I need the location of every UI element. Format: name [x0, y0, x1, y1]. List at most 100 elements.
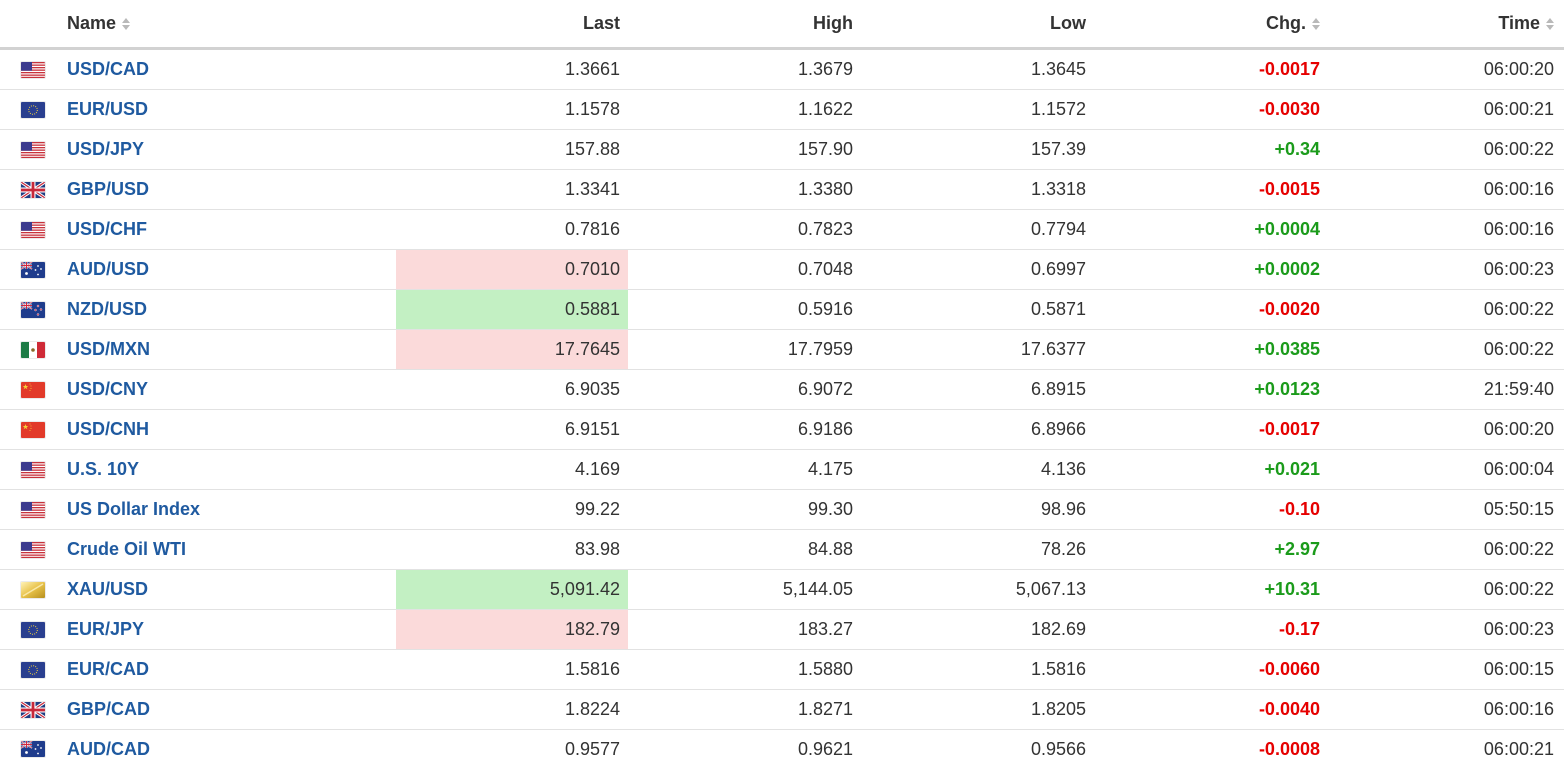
last-cell: 0.5881: [396, 289, 628, 330]
change-cell: -0.0040: [1094, 689, 1328, 730]
flag-cell: [0, 489, 50, 530]
change-cell: -0.0030: [1094, 89, 1328, 130]
instrument-link[interactable]: EUR/CAD: [67, 659, 150, 679]
table-row: US Dollar Index 99.22 99.30 98.96 -0.10 05:50…: [0, 489, 1564, 530]
us-flag-icon: [21, 501, 45, 518]
table-row: USD/CNH 6.9151 6.9186 6.8966 -0.0017 06:00:20: [0, 409, 1564, 450]
low-cell: 182.69: [861, 609, 1094, 650]
instrument-link[interactable]: AUD/USD: [67, 259, 150, 279]
flag-cell: [0, 649, 50, 690]
au-flag-icon: [21, 261, 45, 278]
high-cell: 1.1622: [628, 89, 861, 130]
name-cell: USD/CNY: [50, 369, 396, 410]
change-cell: +0.021: [1094, 449, 1328, 490]
high-cell: 4.175: [628, 449, 861, 490]
instrument-link[interactable]: EUR/USD: [67, 99, 149, 119]
change-cell: +2.97: [1094, 529, 1328, 570]
instrument-link[interactable]: USD/CNY: [67, 379, 149, 399]
cn-flag-icon: [21, 421, 45, 438]
flag-cell: [0, 369, 50, 410]
instrument-link[interactable]: USD/JPY: [67, 139, 145, 159]
flag-cell: [0, 529, 50, 570]
high-cell: 0.9621: [797, 738, 853, 759]
header-chg[interactable]: Chg.: [1094, 0, 1328, 50]
header-high-label: High: [813, 13, 853, 33]
instrument-link[interactable]: U.S. 10Y: [67, 459, 140, 479]
time-cell: 06:00:15: [1328, 649, 1564, 690]
eu-flag-icon: [21, 661, 45, 678]
cn-flag-icon: [21, 381, 45, 398]
name-cell: EUR/CAD: [50, 649, 396, 690]
instrument-link[interactable]: GBP/CAD: [67, 699, 151, 719]
change-cell: -0.0020: [1094, 289, 1328, 330]
last-cell: 1.3661: [396, 48, 628, 90]
instrument-link[interactable]: GBP/USD: [67, 179, 150, 199]
flag-cell: [0, 689, 50, 730]
change-cell: -0.10: [1094, 489, 1328, 530]
time-cell: 06:00:22: [1328, 329, 1564, 370]
high-cell: 1.5880: [628, 649, 861, 690]
name-cell: USD/CNH: [50, 409, 396, 450]
high-cell: 99.30: [628, 489, 861, 530]
mx-flag-icon: [21, 341, 45, 358]
table-row: USD/CAD 1.3661 1.3679 1.3645 -0.0017 06:00:20: [0, 48, 1564, 90]
flag-cell: [0, 289, 50, 330]
time-cell: 06:00:22: [1328, 569, 1564, 610]
gold-icon: [21, 581, 45, 598]
uk-flag-icon: [21, 701, 45, 718]
table-row: USD/CNY 6.9035 6.9072 6.8915 +0.0123 21:59:40: [0, 369, 1564, 410]
flag-cell: [0, 730, 50, 769]
change-cell: +10.31: [1094, 569, 1328, 610]
nz-flag-icon: [21, 301, 45, 318]
last-cell: 6.9035: [396, 369, 628, 410]
time-cell: 06:00:16: [1328, 209, 1564, 250]
low-cell: 5,067.13: [861, 569, 1094, 610]
instrument-link[interactable]: Crude Oil WTI: [67, 539, 186, 559]
instrument-link[interactable]: USD/CNH: [67, 419, 150, 439]
time-cell: 06:00:22: [1328, 289, 1564, 330]
instrument-link[interactable]: USD/CAD: [67, 59, 150, 79]
low-cell: 0.6997: [861, 249, 1094, 290]
flag-cell: [0, 129, 50, 170]
last-cell: 5,091.42: [396, 569, 628, 610]
sort-icon[interactable]: [122, 17, 131, 31]
instrument-link[interactable]: USD/CHF: [67, 219, 147, 239]
us-flag-icon: [21, 141, 45, 158]
high-cell: 0.7048: [628, 249, 861, 290]
flag-cell: [0, 89, 50, 130]
time-cell: 05:50:15: [1328, 489, 1564, 530]
last-cell: 1.5816: [396, 649, 628, 690]
flag-cell: [0, 169, 50, 210]
instrument-link[interactable]: NZD/USD: [67, 299, 147, 319]
change-cell: +0.0002: [1094, 249, 1328, 290]
last-cell: 83.98: [396, 529, 628, 570]
instrument-link[interactable]: XAU/USD: [67, 579, 149, 599]
time-cell: 06:00:20: [1328, 409, 1564, 450]
low-cell: 1.1572: [861, 89, 1094, 130]
us-flag-icon: [21, 221, 45, 238]
flag-cell: [0, 449, 50, 490]
header-last-label: Last: [582, 13, 620, 33]
high-cell: 6.9072: [628, 369, 861, 410]
table-row: AUD/USD 0.7010 0.7048 0.6997 +0.0002 06:00:23: [0, 249, 1564, 290]
table-row: EUR/USD 1.1578 1.1622 1.1572 -0.0030 06:00:21: [0, 89, 1564, 130]
eu-flag-icon: [21, 621, 45, 638]
instrument-link[interactable]: EUR/JPY: [67, 619, 145, 639]
sort-icon[interactable]: [1312, 17, 1320, 31]
table-header: Name Last High Low Chg. Time: [0, 0, 1564, 50]
high-cell: 0.7823: [628, 209, 861, 250]
table-row: XAU/USD 5,091.42 5,144.05 5,067.13 +10.31 06:…: [0, 569, 1564, 610]
instrument-link[interactable]: US Dollar Index: [67, 499, 201, 519]
last-cell: 182.79: [396, 609, 628, 650]
name-cell: Crude Oil WTI: [50, 529, 396, 570]
header-name[interactable]: Name: [50, 0, 396, 50]
instrument-link[interactable]: AUD/CAD: [67, 738, 150, 759]
time-cell: 06:00:21: [1328, 89, 1564, 130]
sort-icon[interactable]: [1546, 17, 1554, 31]
header-time[interactable]: Time: [1328, 0, 1564, 50]
low-cell: 17.6377: [861, 329, 1094, 370]
low-cell: 1.5816: [861, 649, 1094, 690]
last-cell: 99.22: [396, 489, 628, 530]
instrument-link[interactable]: USD/MXN: [67, 339, 151, 359]
